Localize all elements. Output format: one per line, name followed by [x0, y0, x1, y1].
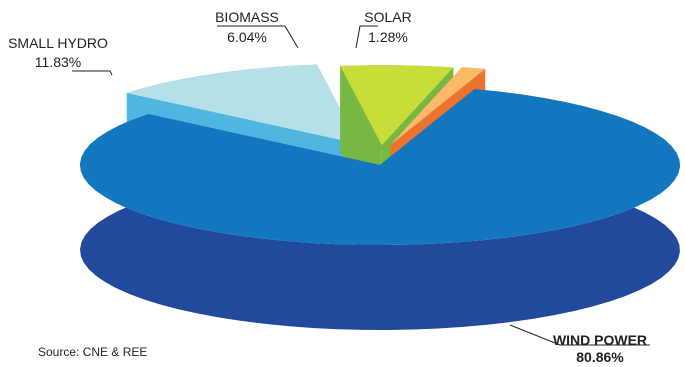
- slice-label-value: 80.86%: [576, 349, 624, 365]
- source-note: Source: CNE & REE: [38, 345, 148, 359]
- slice-label-name: SMALL HYDRO: [8, 35, 108, 51]
- slice-top-face: [340, 65, 454, 146]
- leader-line: [217, 25, 299, 49]
- leader-line: [509, 324, 650, 346]
- slice-wind-power: [80, 89, 680, 330]
- slice-top-face: [390, 67, 486, 145]
- leader-line: [72, 70, 113, 76]
- slice-label-value: 1.28%: [368, 29, 408, 45]
- slice-label-value: 11.83%: [35, 54, 81, 70]
- leader-line: [355, 25, 378, 49]
- slice-label-name: SOLAR: [364, 9, 411, 25]
- slice-label-name: WIND POWER: [553, 332, 647, 348]
- slice-top-face: [126, 64, 359, 144]
- slice-top-face: [80, 89, 680, 245]
- slice-label-value: 6.04%: [227, 29, 267, 45]
- slice-label-name: BIOMASS: [215, 9, 279, 25]
